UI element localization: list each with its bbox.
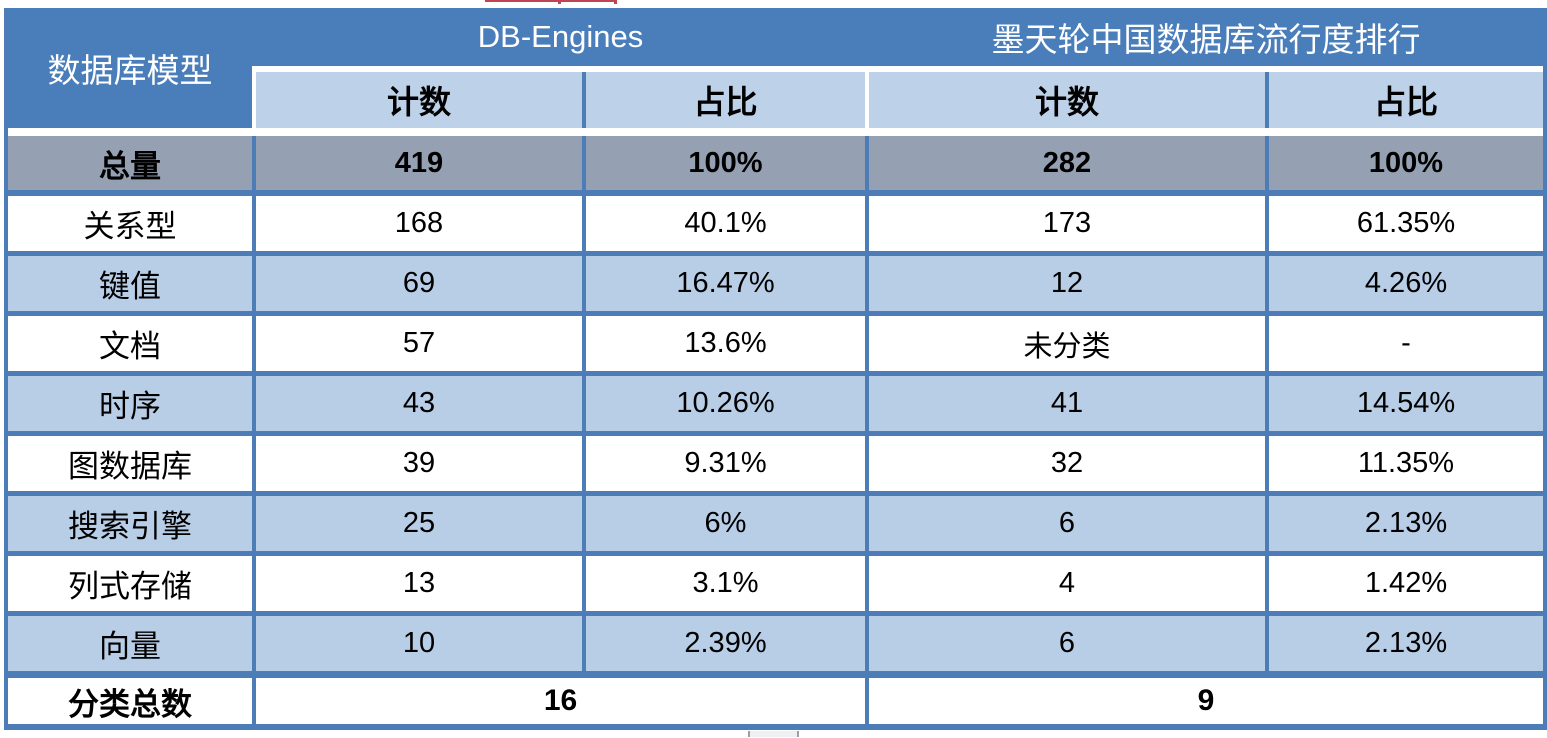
cell-value: 6 [869,496,1265,551]
subheader-dbengines-share: 占比 [586,72,865,128]
cell-value: 2.13% [1269,496,1543,551]
cell-value: 2.39% [586,616,865,671]
group-header-modb: 墨天轮中国数据库流行度排行 [869,8,1543,66]
cell-value: 1.42% [1269,556,1543,611]
table-row: 图数据库 39 9.31% 32 11.35% [8,436,1543,491]
cell-value: 16.47% [586,256,865,311]
cell-value: 57 [256,316,582,371]
database-model-comparison-table: 数据库模型 DB-Engines 墨天轮中国数据库流行度排行 计数 占比 计数 … [4,8,1547,730]
cell-value: 41 [869,376,1265,431]
table-row-total: 总量 419 100% 282 100% [8,136,1543,190]
row-label: 搜索引擎 [8,496,252,551]
cell-value: 6 [869,616,1265,671]
cell-value: 3.1% [586,556,865,611]
cell-value: 未分类 [869,316,1265,371]
row-label: 关系型 [8,196,252,251]
cell-value: 10 [256,616,582,671]
row-label: 键值 [8,256,252,311]
horizontal-scrollbar-thumb[interactable] [748,731,799,737]
table-row: 向量 10 2.39% 6 2.13% [8,616,1543,671]
table-row: 文档 57 13.6% 未分类 - [8,316,1543,371]
table-row-category-totals: 分类总数 16 9 [8,678,1543,724]
row-label: 分类总数 [8,678,252,724]
cropped-red-annotation [485,0,617,2]
table-row: 时序 43 10.26% 41 14.54% [8,376,1543,431]
table-row: 列式存储 13 3.1% 4 1.42% [8,556,1543,611]
cell-value: 61.35% [1269,196,1543,251]
table-header: 数据库模型 DB-Engines 墨天轮中国数据库流行度排行 计数 占比 计数 … [8,8,1543,128]
cell-value: 13.6% [586,316,865,371]
cell-value: 173 [869,196,1265,251]
cell-value: 6% [586,496,865,551]
cell-value: 100% [1269,136,1543,190]
subheader-modb-share: 占比 [1269,72,1543,128]
row-label: 列式存储 [8,556,252,611]
cell-value: 2.13% [1269,616,1543,671]
cropped-red-annotation-tick [558,0,561,4]
row-label: 文档 [8,316,252,371]
cell-value: 32 [869,436,1265,491]
cell-value: 12 [869,256,1265,311]
table-row: 关系型 168 40.1% 173 61.35% [8,196,1543,251]
cell-value: 43 [256,376,582,431]
cell-value-modb-category-total: 9 [869,678,1543,724]
cell-value-dbengines-category-total: 16 [256,678,865,724]
subheader-row: 计数 占比 计数 占比 [252,72,1543,128]
row-label: 总量 [8,136,252,190]
cell-value: 168 [256,196,582,251]
subheader-modb-count: 计数 [869,72,1265,128]
row-label: 向量 [8,616,252,671]
cell-value: 9.31% [586,436,865,491]
table-row: 键值 69 16.47% 12 4.26% [8,256,1543,311]
cell-value: 69 [256,256,582,311]
cell-value: 25 [256,496,582,551]
cell-value: 10.26% [586,376,865,431]
cell-value: 11.35% [1269,436,1543,491]
cell-value: 4 [869,556,1265,611]
group-header-row: DB-Engines 墨天轮中国数据库流行度排行 [252,8,1543,66]
cell-value: 100% [586,136,865,190]
row-label: 时序 [8,376,252,431]
cell-value: 282 [869,136,1265,190]
cell-value: 39 [256,436,582,491]
cell-value: 13 [256,556,582,611]
cell-value: 419 [256,136,582,190]
cropped-red-annotation-tick [614,0,617,4]
cell-value: - [1269,316,1543,371]
corner-header-cell: 数据库模型 [8,8,252,128]
subheader-dbengines-count: 计数 [256,72,582,128]
cell-value: 40.1% [586,196,865,251]
row-label: 图数据库 [8,436,252,491]
cell-value: 14.54% [1269,376,1543,431]
cell-value: 4.26% [1269,256,1543,311]
table-row: 搜索引擎 25 6% 6 2.13% [8,496,1543,551]
group-header-db-engines: DB-Engines [256,8,865,66]
